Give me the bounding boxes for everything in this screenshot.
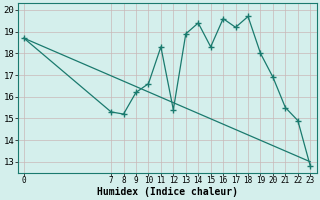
X-axis label: Humidex (Indice chaleur): Humidex (Indice chaleur) [97, 186, 238, 197]
